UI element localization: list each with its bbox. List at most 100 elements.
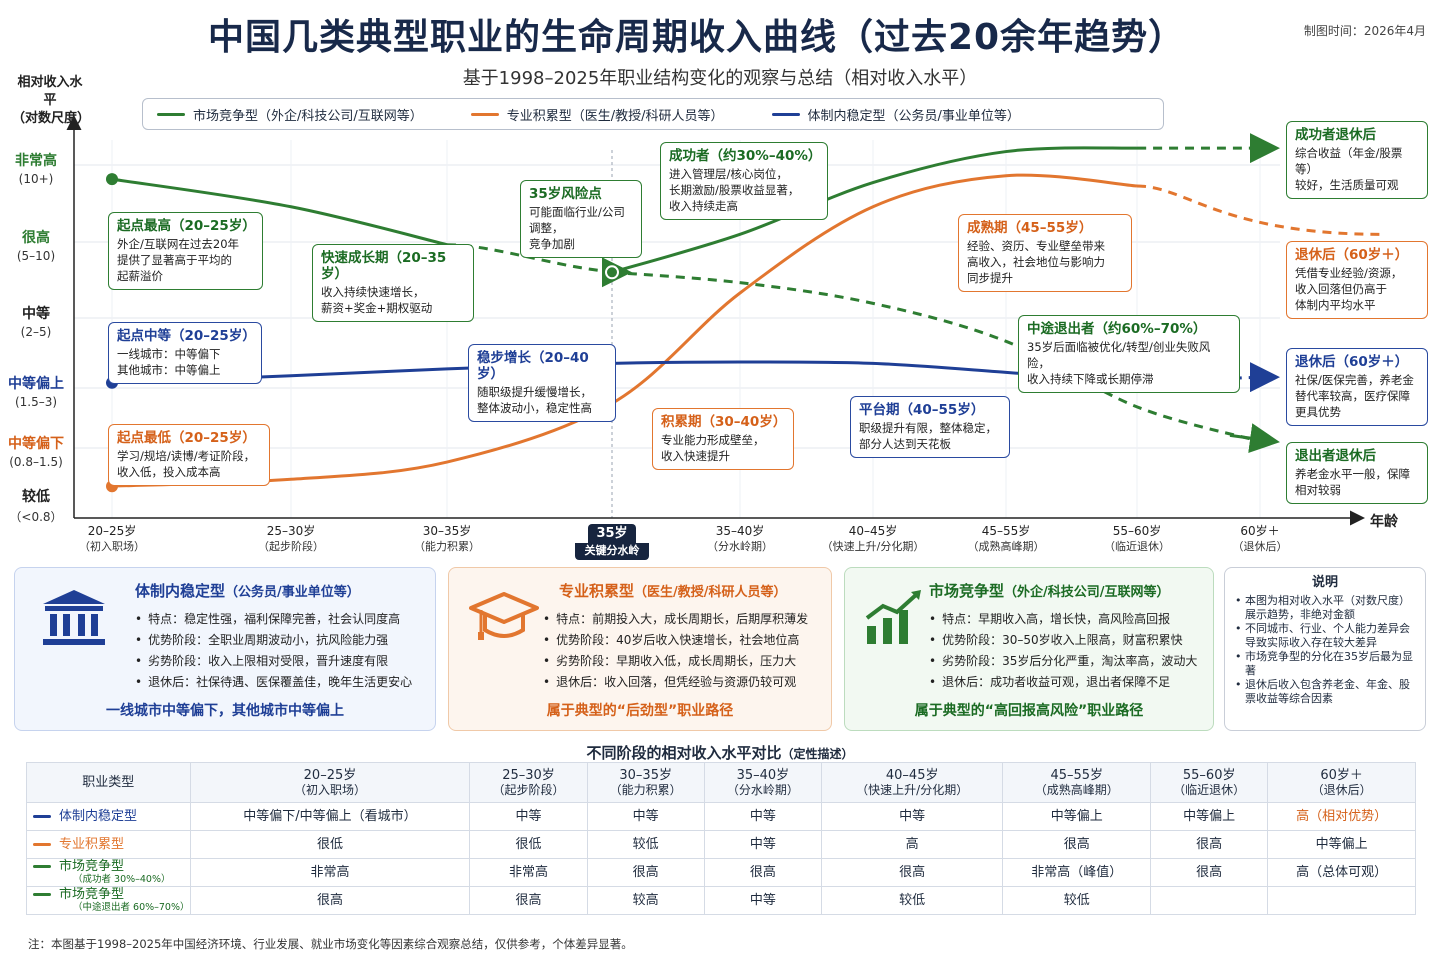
data-point (1136, 405, 1139, 408)
table-row: 市场竞争型 （中途退出者 60%–70%） 很高 很高 较高 中等 较低 较低 (26, 886, 1416, 915)
annotation-line: 整体波动小，稳定性高 (477, 401, 592, 415)
card-market: 市场竞争型（外企/科技公司/互联网等） 特点：早期收入高，增长快，高风险高回报 … (844, 567, 1214, 731)
table-header-sub: （快速上升/分化期） (856, 782, 969, 797)
table-cell: 中等 (586, 802, 705, 831)
legend: 市场竞争型（外企/科技公司/互联网等） 专业积累型（医生/教授/科研人员等） 体… (142, 98, 1164, 130)
y-level-high: 很高 (5–10) (0, 227, 72, 263)
x-tick-label: 30–35岁 （能力积累） (387, 524, 507, 554)
table-cell: 较低 (586, 830, 705, 859)
data-point (739, 233, 742, 236)
y-level-lower-mid: 中等偏下 (0.8–1.5) (0, 433, 72, 469)
y-level-upper-mid: 中等偏上 (1.5–3) (0, 373, 72, 409)
row-name-text: 市场竞争型 (59, 887, 125, 902)
table-cell: 中等偏上 (1267, 830, 1416, 859)
table-cell: 高（相对优势） (1267, 802, 1416, 831)
annotation-stable-growth: 稳步增长（20–40岁） 随职级提升缓慢增长， 整体波动小，稳定性高 (468, 344, 616, 422)
y-level-range: (2–5) (20, 325, 52, 339)
card-title: 市场竞争型（外企/科技公司/互联网等） (929, 580, 1199, 601)
annotation-stable-start: 起点中等（20–25岁） 一线城市：中等偏下 其他城市：中等偏上 (108, 322, 262, 384)
data-point (1005, 150, 1008, 153)
annotation-line: 收入持续走高 (669, 199, 738, 213)
growth-chart-icon (865, 590, 921, 644)
annotation-line: 凭借专业经验/资源， (1295, 266, 1403, 280)
data-point (1136, 147, 1139, 150)
note-item: 市场竞争型的分化在35岁后最为显著 (1235, 650, 1415, 678)
annotation-line: 起薪溢价 (117, 269, 163, 283)
card-item: 优势阶段：全职业周期波动小，抗风险能力强 (135, 630, 421, 651)
annotation-line: 35岁后面临被优化/转型/创业失败风险， (1027, 340, 1211, 370)
card-item: 劣势阶段：早期收入低，成长周期长，压力大 (543, 651, 817, 672)
x-tick-age: 55–60岁 (1112, 524, 1162, 538)
risk-point (605, 265, 619, 280)
annotation-line: 收入回落但仍高于 (1295, 282, 1387, 296)
y-level-label: 较低 (22, 489, 50, 505)
table-title: 不同阶段的相对收入水平对比（定性描述） (0, 742, 1440, 763)
card-list: 特点：稳定性强，福利保障完善，社会认同度高 优势阶段：全职业周期波动小，抗风险能… (135, 609, 421, 693)
legend-swatch-orange (470, 112, 499, 116)
row-name-sub: （成功者 30%–40%） (73, 874, 171, 885)
table-cell: 很高 (1002, 830, 1152, 859)
card-item: 劣势阶段：收入上限相对受限，晋升速度有限 (135, 651, 421, 672)
card-item: 优势阶段：40岁后收入快速增长，社会地位高 (543, 630, 817, 651)
table-row-name: 市场竞争型 （中途退出者 60%–70%） (26, 886, 191, 915)
card-stable: 体制内稳定型（公务员/事业单位等） 特点：稳定性强，福利保障完善，社会认同度高 … (14, 567, 436, 731)
table-cell: 高（总体可观） (1267, 858, 1416, 887)
data-point (872, 181, 875, 184)
card-title: 专业积累型（医生/教授/科研人员等） (559, 580, 817, 601)
data-point (446, 461, 449, 464)
series-arrow-2 (1229, 423, 1280, 453)
x-tick-label: 60岁＋ （退休后） (1200, 524, 1320, 554)
table-cell: 很低 (189, 830, 471, 859)
annotation-line: 进入管理层/核心岗位， (669, 167, 788, 181)
x-tick-age: 45–55岁 (981, 524, 1031, 538)
series-line-4 (111, 360, 1138, 385)
note-title: 说明 (1311, 575, 1338, 590)
table-header-sub: （退休后） (1311, 782, 1372, 797)
data-point (1136, 185, 1139, 188)
table-cell (1150, 886, 1269, 915)
annotation-line: 更具优势 (1295, 405, 1341, 419)
card-footer: 一线城市中等偏下，其他城市中等偏上 (106, 703, 344, 719)
annotation-heading: 快速成长期（20–35岁） (321, 250, 447, 282)
x-tick-stage: （初入职场） (79, 540, 145, 553)
legend-market-label: 市场竞争型（外企/科技公司/互联网等） (193, 108, 423, 124)
data-point (1259, 440, 1262, 443)
annotation-stable-retire: 退休后（60岁＋） 社保/医保完善，养老金 替代率较高，医疗保障 更具优势 (1286, 348, 1428, 426)
card-title: 体制内稳定型（公务员/事业单位等） (135, 580, 421, 601)
y-level-range: (0.8–1.5) (9, 455, 63, 469)
annotation-pro-mature: 成熟期（45–55岁） 经验、资历、专业壁垒带来 高收入，社会地位与影响力 同步提升 (958, 214, 1132, 292)
card-title-sub: （外企/科技公司/互联网等） (1004, 585, 1170, 600)
row-name-text: 市场竞争型 (59, 859, 125, 874)
annotation-line: 专业能力形成壁垒， (661, 433, 765, 447)
table-title-main: 不同阶段的相对收入水平对比 (586, 744, 782, 762)
x-tick-stage: （能力积累） (414, 540, 480, 553)
annotation-heading: 成功者退休后 (1295, 127, 1376, 143)
card-footer: 属于典型的“高回报高风险”职业路径 (914, 703, 1144, 719)
table-cell: 中等 (820, 802, 1004, 831)
data-point (739, 361, 742, 364)
annotation-line: 综合收益（年金/股票等） (1295, 146, 1403, 176)
card-item: 优势阶段：30–50岁收入上限高，财富积累快 (929, 630, 1199, 651)
x-tick-label: 55–60岁 （临近退休） (1077, 524, 1197, 554)
x-axis-title: 年龄 (1370, 514, 1398, 530)
table-row-name: 体制内稳定型 (26, 802, 191, 831)
annotation-line: 学习/规培/读博/考证阶段， (117, 449, 256, 463)
annotation-line: 收入快速提升 (661, 449, 730, 463)
table-row-name: 市场竞争型 （成功者 30%–40%） (26, 858, 191, 887)
data-point (111, 178, 114, 181)
annotation-line: 相对较弱 (1295, 483, 1341, 497)
card-item: 特点：稳定性强，福利保障完善，社会认同度高 (135, 609, 421, 630)
x-tick-label: 40–45岁 （快速上升/分化期） (813, 524, 933, 554)
y-level-very-high: 非常高 (10+) (0, 150, 72, 186)
annotation-line: 部分人达到天花板 (859, 437, 951, 451)
table-header-cell: 60岁＋ （退休后） (1267, 762, 1416, 803)
data-point (739, 292, 742, 295)
annotation-market-growth: 快速成长期（20–35岁） 收入持续快速增长， 薪资+奖金+期权驱动 (312, 244, 474, 322)
table-cell: 很低 (469, 830, 588, 859)
footnote: 注：本图基于1998–2025年中国经济环境、行业发展、就业市场变化等因素综合观… (28, 937, 633, 951)
note-item: 退休后收入包含养老金、年金、股票收益等综合因素 (1235, 678, 1415, 706)
table-header-cell: 25–30岁 （起步阶段） (469, 762, 588, 803)
data-point (1259, 376, 1262, 379)
annotation-pro-accumulate: 积累期（30–40岁） 专业能力形成壁垒， 收入快速提升 (652, 408, 794, 470)
table-cell: 很高 (820, 858, 1004, 887)
